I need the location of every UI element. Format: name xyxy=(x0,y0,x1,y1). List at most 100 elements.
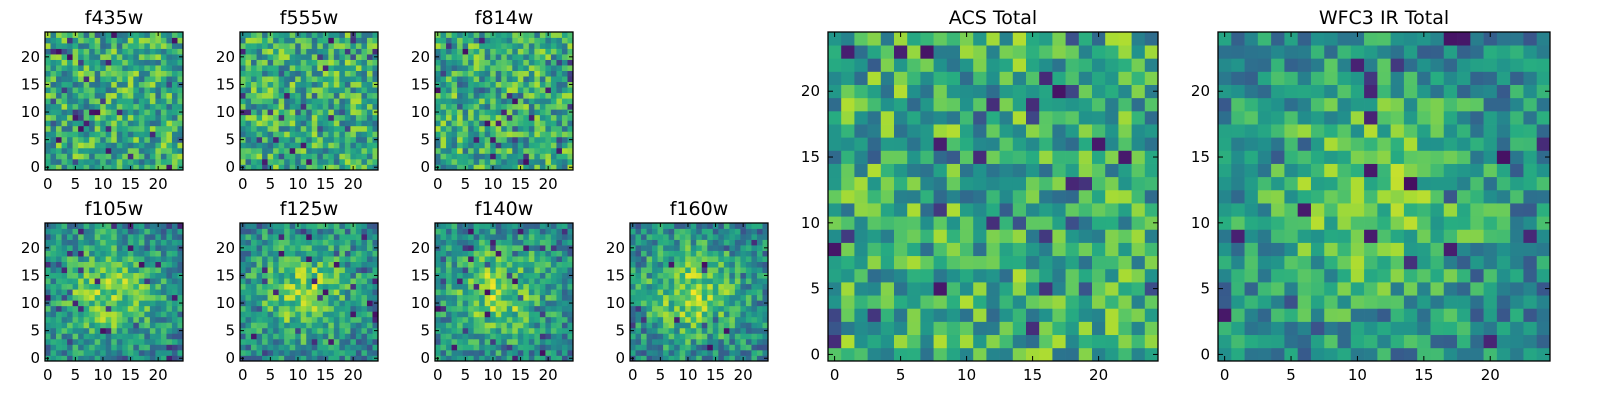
heatmap-cell xyxy=(366,109,373,116)
heatmap-cell xyxy=(539,333,546,340)
heatmap-cell xyxy=(490,59,497,66)
heatmap-cell xyxy=(273,234,279,240)
heatmap-cell xyxy=(350,272,357,279)
heatmap-cell xyxy=(122,228,129,235)
heatmap-cell xyxy=(960,176,974,191)
heatmap-cell xyxy=(256,349,263,356)
heatmap-cell xyxy=(133,327,140,334)
heatmap-cell xyxy=(289,131,296,138)
heatmap-cell xyxy=(355,283,362,290)
heatmap-cell xyxy=(177,32,184,38)
heatmap-cell xyxy=(122,142,129,149)
heatmap-cell xyxy=(278,87,285,94)
heatmap-cell xyxy=(762,333,769,340)
heatmap-cell xyxy=(105,131,112,138)
heatmap-cell xyxy=(841,282,855,296)
heatmap-cell xyxy=(100,147,107,154)
heatmap-cell xyxy=(561,228,568,235)
heatmap-cell xyxy=(729,322,736,329)
heatmap-cell xyxy=(1039,334,1053,349)
heatmap-cell xyxy=(245,344,252,351)
heatmap-cell xyxy=(451,283,458,290)
heatmap-cell xyxy=(479,109,486,116)
heatmap-cell xyxy=(550,103,557,110)
heatmap-cell xyxy=(89,147,96,154)
heatmap-cell xyxy=(457,98,463,105)
heatmap-cell xyxy=(344,153,351,160)
heatmap-cell xyxy=(501,327,508,334)
heatmap-cell xyxy=(484,136,491,143)
y-tick-label: 15 xyxy=(216,75,235,93)
heatmap-cell xyxy=(484,278,491,285)
heatmap-cell xyxy=(350,98,357,105)
heatmap-cell xyxy=(273,92,279,99)
heatmap-cell xyxy=(56,32,62,38)
heatmap-cell xyxy=(122,250,129,257)
heatmap-cell xyxy=(517,344,524,351)
heatmap-cell xyxy=(528,355,535,362)
heatmap-cell xyxy=(72,228,79,235)
heatmap-cell xyxy=(734,256,741,262)
heatmap-cell xyxy=(635,223,642,229)
heatmap-cell xyxy=(828,255,842,270)
heatmap-cell xyxy=(366,65,373,71)
heatmap-cell xyxy=(355,65,362,71)
heatmap-cell xyxy=(630,294,636,301)
heatmap-cell xyxy=(674,278,681,285)
heatmap-cell xyxy=(880,268,895,283)
heatmap-cell xyxy=(556,76,563,83)
heatmap-cell xyxy=(240,120,246,127)
heatmap-cell xyxy=(67,228,73,235)
heatmap-cell xyxy=(528,256,535,262)
heatmap-cell xyxy=(300,59,307,66)
heatmap-cell xyxy=(306,250,313,257)
heatmap-cell xyxy=(89,59,96,66)
heatmap-cell xyxy=(468,239,474,246)
heatmap-cell xyxy=(245,283,252,290)
heatmap-cell xyxy=(67,59,73,66)
heatmap-cell xyxy=(138,223,145,229)
heatmap-cell xyxy=(240,70,246,77)
heatmap-cell xyxy=(361,76,368,83)
heatmap-cell xyxy=(311,103,318,110)
heatmap-cell xyxy=(718,267,725,274)
heatmap-cell xyxy=(740,234,747,240)
heatmap-cell xyxy=(78,109,84,116)
heatmap-cell xyxy=(295,316,302,323)
heatmap-cell xyxy=(278,147,285,154)
heatmap-cell xyxy=(155,142,162,149)
heatmap-cell xyxy=(350,344,357,351)
heatmap-cell xyxy=(550,234,557,240)
heatmap-cell xyxy=(446,37,452,44)
heatmap-cell xyxy=(685,239,692,246)
heatmap-cell xyxy=(528,153,535,160)
heatmap-cell xyxy=(550,54,557,60)
heatmap-cell xyxy=(468,283,474,290)
heatmap-cell xyxy=(1118,216,1132,230)
heatmap-cell xyxy=(723,349,730,356)
heatmap-cell xyxy=(1078,268,1093,283)
heatmap-cell xyxy=(262,54,268,60)
heatmap-cell xyxy=(355,300,362,307)
heatmap-cell xyxy=(344,294,351,301)
heatmap-cell xyxy=(251,349,257,356)
heatmap-cell xyxy=(440,164,447,171)
heatmap-cell xyxy=(545,316,552,323)
heatmap-cell xyxy=(446,32,452,38)
heatmap-cell xyxy=(506,136,513,143)
heatmap-cell xyxy=(999,203,1014,217)
heatmap-cell xyxy=(166,98,173,105)
heatmap-cell xyxy=(854,203,868,217)
heatmap-cell xyxy=(295,250,302,257)
heatmap-cell xyxy=(986,347,1000,362)
heatmap-cell xyxy=(361,250,368,257)
heatmap-cell xyxy=(144,59,151,66)
heatmap-cell xyxy=(111,54,118,60)
heatmap-cell xyxy=(67,289,73,296)
heatmap-cell xyxy=(907,282,921,296)
heatmap-cell xyxy=(854,216,868,230)
heatmap-cell xyxy=(446,136,452,143)
heatmap-cell xyxy=(523,103,530,110)
y-tick-label: 20 xyxy=(21,239,40,257)
heatmap-cell xyxy=(567,311,574,318)
